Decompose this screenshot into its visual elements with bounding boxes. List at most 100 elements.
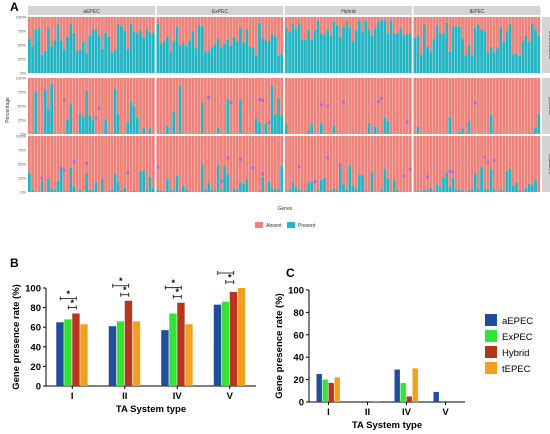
- heatmap-cell-absent: [213, 17, 217, 45]
- heatmap-cell-absent: [464, 136, 468, 192]
- heatmap-cell-other: [258, 97, 261, 101]
- heatmap-cell-absent: [69, 136, 73, 168]
- heatmap-cell-present: [181, 43, 185, 73]
- heatmap-cell-present: [477, 24, 480, 73]
- heatmap-cell-present: [285, 191, 288, 192]
- heatmap-cell-present: [251, 191, 255, 192]
- heatmap-cell-absent: [383, 78, 387, 118]
- heatmap-cell-present: [172, 112, 176, 134]
- heatmap-cell-absent: [297, 17, 301, 24]
- bar-expec-I: [322, 379, 328, 402]
- heatmap-cell-present: [113, 49, 117, 73]
- y-tick-label: 50%: [18, 162, 26, 167]
- heatmap-cell-absent: [492, 17, 496, 53]
- heatmap-cell-absent: [169, 17, 172, 53]
- heatmap-cell-present: [91, 119, 95, 134]
- heatmap-cell-absent: [78, 17, 82, 50]
- heatmap-cell-present: [226, 174, 230, 192]
- heatmap-cell-absent: [28, 78, 31, 134]
- heatmap-cell-absent: [423, 78, 426, 134]
- heatmap-cell-present: [473, 27, 477, 73]
- heatmap-cell-present: [185, 46, 188, 73]
- heatmap-cell-absent: [524, 136, 528, 189]
- heatmap-cell-absent: [81, 78, 85, 117]
- heatmap-cell-absent: [392, 136, 396, 181]
- heatmap-cell-absent: [288, 17, 291, 32]
- heatmap-cell-present: [361, 133, 364, 134]
- heatmap-cell-present: [28, 172, 31, 192]
- heatmap-cell-absent: [166, 17, 169, 37]
- heatmap-cell-present: [361, 32, 364, 73]
- heatmap-cell-present: [489, 46, 493, 73]
- heatmap-cell-present: [235, 189, 239, 192]
- heatmap-cell-absent: [508, 136, 512, 169]
- heatmap-cell-absent: [239, 78, 242, 100]
- heatmap-cell-present: [448, 187, 452, 192]
- heatmap-cell-absent: [508, 17, 512, 24]
- panel-c-label: C: [286, 266, 295, 280]
- heatmap-cell-absent: [197, 136, 201, 192]
- heatmap-cell-present: [172, 190, 176, 192]
- legend-swatch-aepec: [485, 314, 497, 326]
- heatmap-cell-absent: [120, 17, 123, 27]
- heatmap-cell-present: [300, 40, 304, 73]
- heatmap-cell-present: [285, 124, 288, 134]
- heatmap-cell-present: [383, 168, 387, 192]
- heatmap-cell-present: [329, 35, 333, 73]
- heatmap-cell-present: [162, 41, 166, 73]
- heatmap-cell-absent: [264, 136, 268, 192]
- heatmap-cell-present: [101, 179, 104, 192]
- heatmap-cell-absent: [499, 17, 502, 28]
- heatmap-cell-present: [110, 189, 114, 192]
- heatmap-cell-other: [326, 104, 330, 108]
- facet-label-expec: ExPEC: [212, 9, 229, 15]
- heatmap-cell-absent: [499, 78, 502, 134]
- heatmap-cell-absent: [291, 17, 295, 24]
- heatmap-cell-present: [332, 188, 336, 192]
- heatmap-cell-absent: [226, 78, 230, 99]
- heatmap-cell-absent: [527, 136, 531, 184]
- heatmap-cell-absent: [258, 136, 261, 191]
- heatmap-cell-absent: [323, 136, 326, 178]
- heatmap-cell-absent: [43, 136, 47, 192]
- heatmap-cell-absent: [405, 17, 409, 34]
- heatmap-cell-absent: [416, 136, 420, 191]
- heatmap-cell-absent: [113, 17, 117, 50]
- heatmap-cell-absent: [342, 136, 345, 185]
- heatmap-cell-present: [69, 24, 73, 73]
- heatmap-cell-absent: [226, 136, 230, 175]
- heatmap-cell-absent: [148, 136, 152, 177]
- heatmap-cell-absent: [300, 78, 304, 134]
- heatmap-cell-absent: [361, 17, 364, 33]
- heatmap-cell-absent: [232, 78, 236, 134]
- heatmap-cell-present: [175, 175, 179, 192]
- heatmap-cell-present: [129, 23, 133, 74]
- heatmap-cell-present: [354, 189, 358, 192]
- heatmap-cell-absent: [486, 78, 490, 134]
- heatmap-cell-present: [145, 28, 149, 73]
- heatmap-cell-present: [473, 173, 477, 192]
- heatmap-cell-absent: [413, 136, 417, 192]
- heatmap-cell-present: [307, 182, 310, 192]
- y-tick-label: 75%: [18, 148, 26, 153]
- legend-swatch-tepec: [485, 362, 497, 374]
- heatmap-cell-absent: [351, 17, 355, 42]
- bar-expec-IV: [169, 313, 177, 386]
- heatmap-cell-present: [499, 27, 502, 74]
- heatmap-cell-absent: [473, 136, 477, 174]
- heatmap-cell-absent: [273, 78, 277, 115]
- heatmap-cell-absent: [270, 17, 274, 34]
- bar-expec-V: [221, 301, 230, 386]
- heatmap-cell-absent: [129, 17, 133, 24]
- heatmap-cell-other: [483, 155, 487, 159]
- heatmap-cell-present: [232, 188, 236, 192]
- heatmap-cell-present: [175, 26, 179, 74]
- heatmap-cell-absent: [383, 136, 387, 169]
- heatmap-cell-absent: [380, 78, 384, 134]
- significance-asterisk: *: [224, 270, 228, 274]
- heatmap-cell-absent: [220, 136, 223, 191]
- heatmap-cell-absent: [267, 17, 271, 42]
- y-tick-label: 100%: [16, 134, 27, 139]
- heatmap-cell-present: [429, 52, 433, 73]
- heatmap-cell-present: [53, 190, 57, 192]
